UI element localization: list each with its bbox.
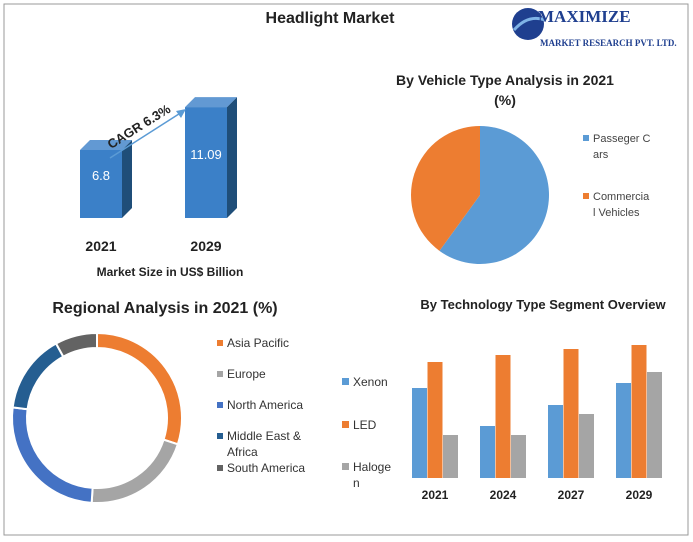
logo-swoosh <box>512 16 546 32</box>
bar-top <box>185 97 237 108</box>
bar <box>631 345 647 478</box>
value-label: 11.09 <box>190 146 222 162</box>
bar-side <box>227 97 237 218</box>
chart-title: By Vehicle Type Analysis in 2021 (%) <box>396 72 614 108</box>
donut-slice <box>54 331 98 359</box>
bar <box>511 435 526 478</box>
bar <box>185 107 227 218</box>
bar <box>563 349 579 478</box>
arrow-head <box>176 109 186 118</box>
bar <box>80 150 122 218</box>
bar <box>412 388 427 478</box>
x-tick-label: 2021 <box>85 238 117 254</box>
bar <box>548 405 563 478</box>
bar <box>427 362 443 478</box>
legend-swatch <box>217 465 223 471</box>
legend-label: Asia Pacific <box>227 336 290 350</box>
bar-top <box>80 140 132 150</box>
legend-label: Halogen <box>353 460 392 490</box>
legend-swatch <box>217 433 223 439</box>
legend-label: Passeger Cars <box>593 133 651 161</box>
bar <box>480 426 495 478</box>
x-tick-label: 2027 <box>557 488 585 502</box>
donut-slice <box>11 342 65 411</box>
donut-slice <box>90 438 180 504</box>
x-tick-label: 2029 <box>190 238 222 254</box>
bar <box>443 435 458 478</box>
legend-swatch <box>217 402 223 408</box>
legend-swatch <box>583 193 589 199</box>
legend-label: Europe <box>227 367 266 381</box>
logo-tagline: MARKET RESEARCH PVT. LTD. <box>540 38 677 48</box>
legend-label: LED <box>353 418 377 432</box>
legend-label: North America <box>227 398 304 412</box>
x-tick-label: 2029 <box>625 488 653 502</box>
legend-label: Middle East & Africa <box>227 429 302 459</box>
chart-title: By Technology Type Segment Overview <box>420 297 666 312</box>
logo-globe <box>512 8 544 40</box>
legend-swatch <box>342 378 349 385</box>
legend-label: South America <box>227 461 306 475</box>
main-title: Headlight Market <box>265 10 395 27</box>
donut-slice <box>11 406 94 504</box>
bar <box>616 383 631 478</box>
legend-swatch <box>217 340 223 346</box>
x-tick-label: 2021 <box>421 488 449 502</box>
bar <box>647 372 662 478</box>
x-axis-label: Market Size in US$ Billion <box>96 265 244 279</box>
legend-swatch <box>342 463 349 470</box>
value-label: 6.8 <box>91 168 111 183</box>
pie-slice <box>439 126 549 264</box>
logo-name: MAXIMIZE <box>538 7 631 26</box>
frame <box>3 3 689 536</box>
donut-slice <box>96 331 183 446</box>
x-tick-label: 2024 <box>489 488 517 502</box>
chart-title: Regional Analysis in 2021 (%) <box>52 300 278 317</box>
legend-label: Xenon <box>353 375 388 389</box>
legend-swatch <box>342 421 349 428</box>
legend-swatch <box>217 371 223 377</box>
bar <box>579 414 594 478</box>
pie-slice <box>410 126 480 251</box>
bar <box>495 355 511 478</box>
cagr-arrow <box>109 111 183 159</box>
legend-swatch <box>583 135 589 141</box>
bar-side <box>122 140 132 218</box>
legend-label: Commercial Vehicles <box>593 191 650 219</box>
